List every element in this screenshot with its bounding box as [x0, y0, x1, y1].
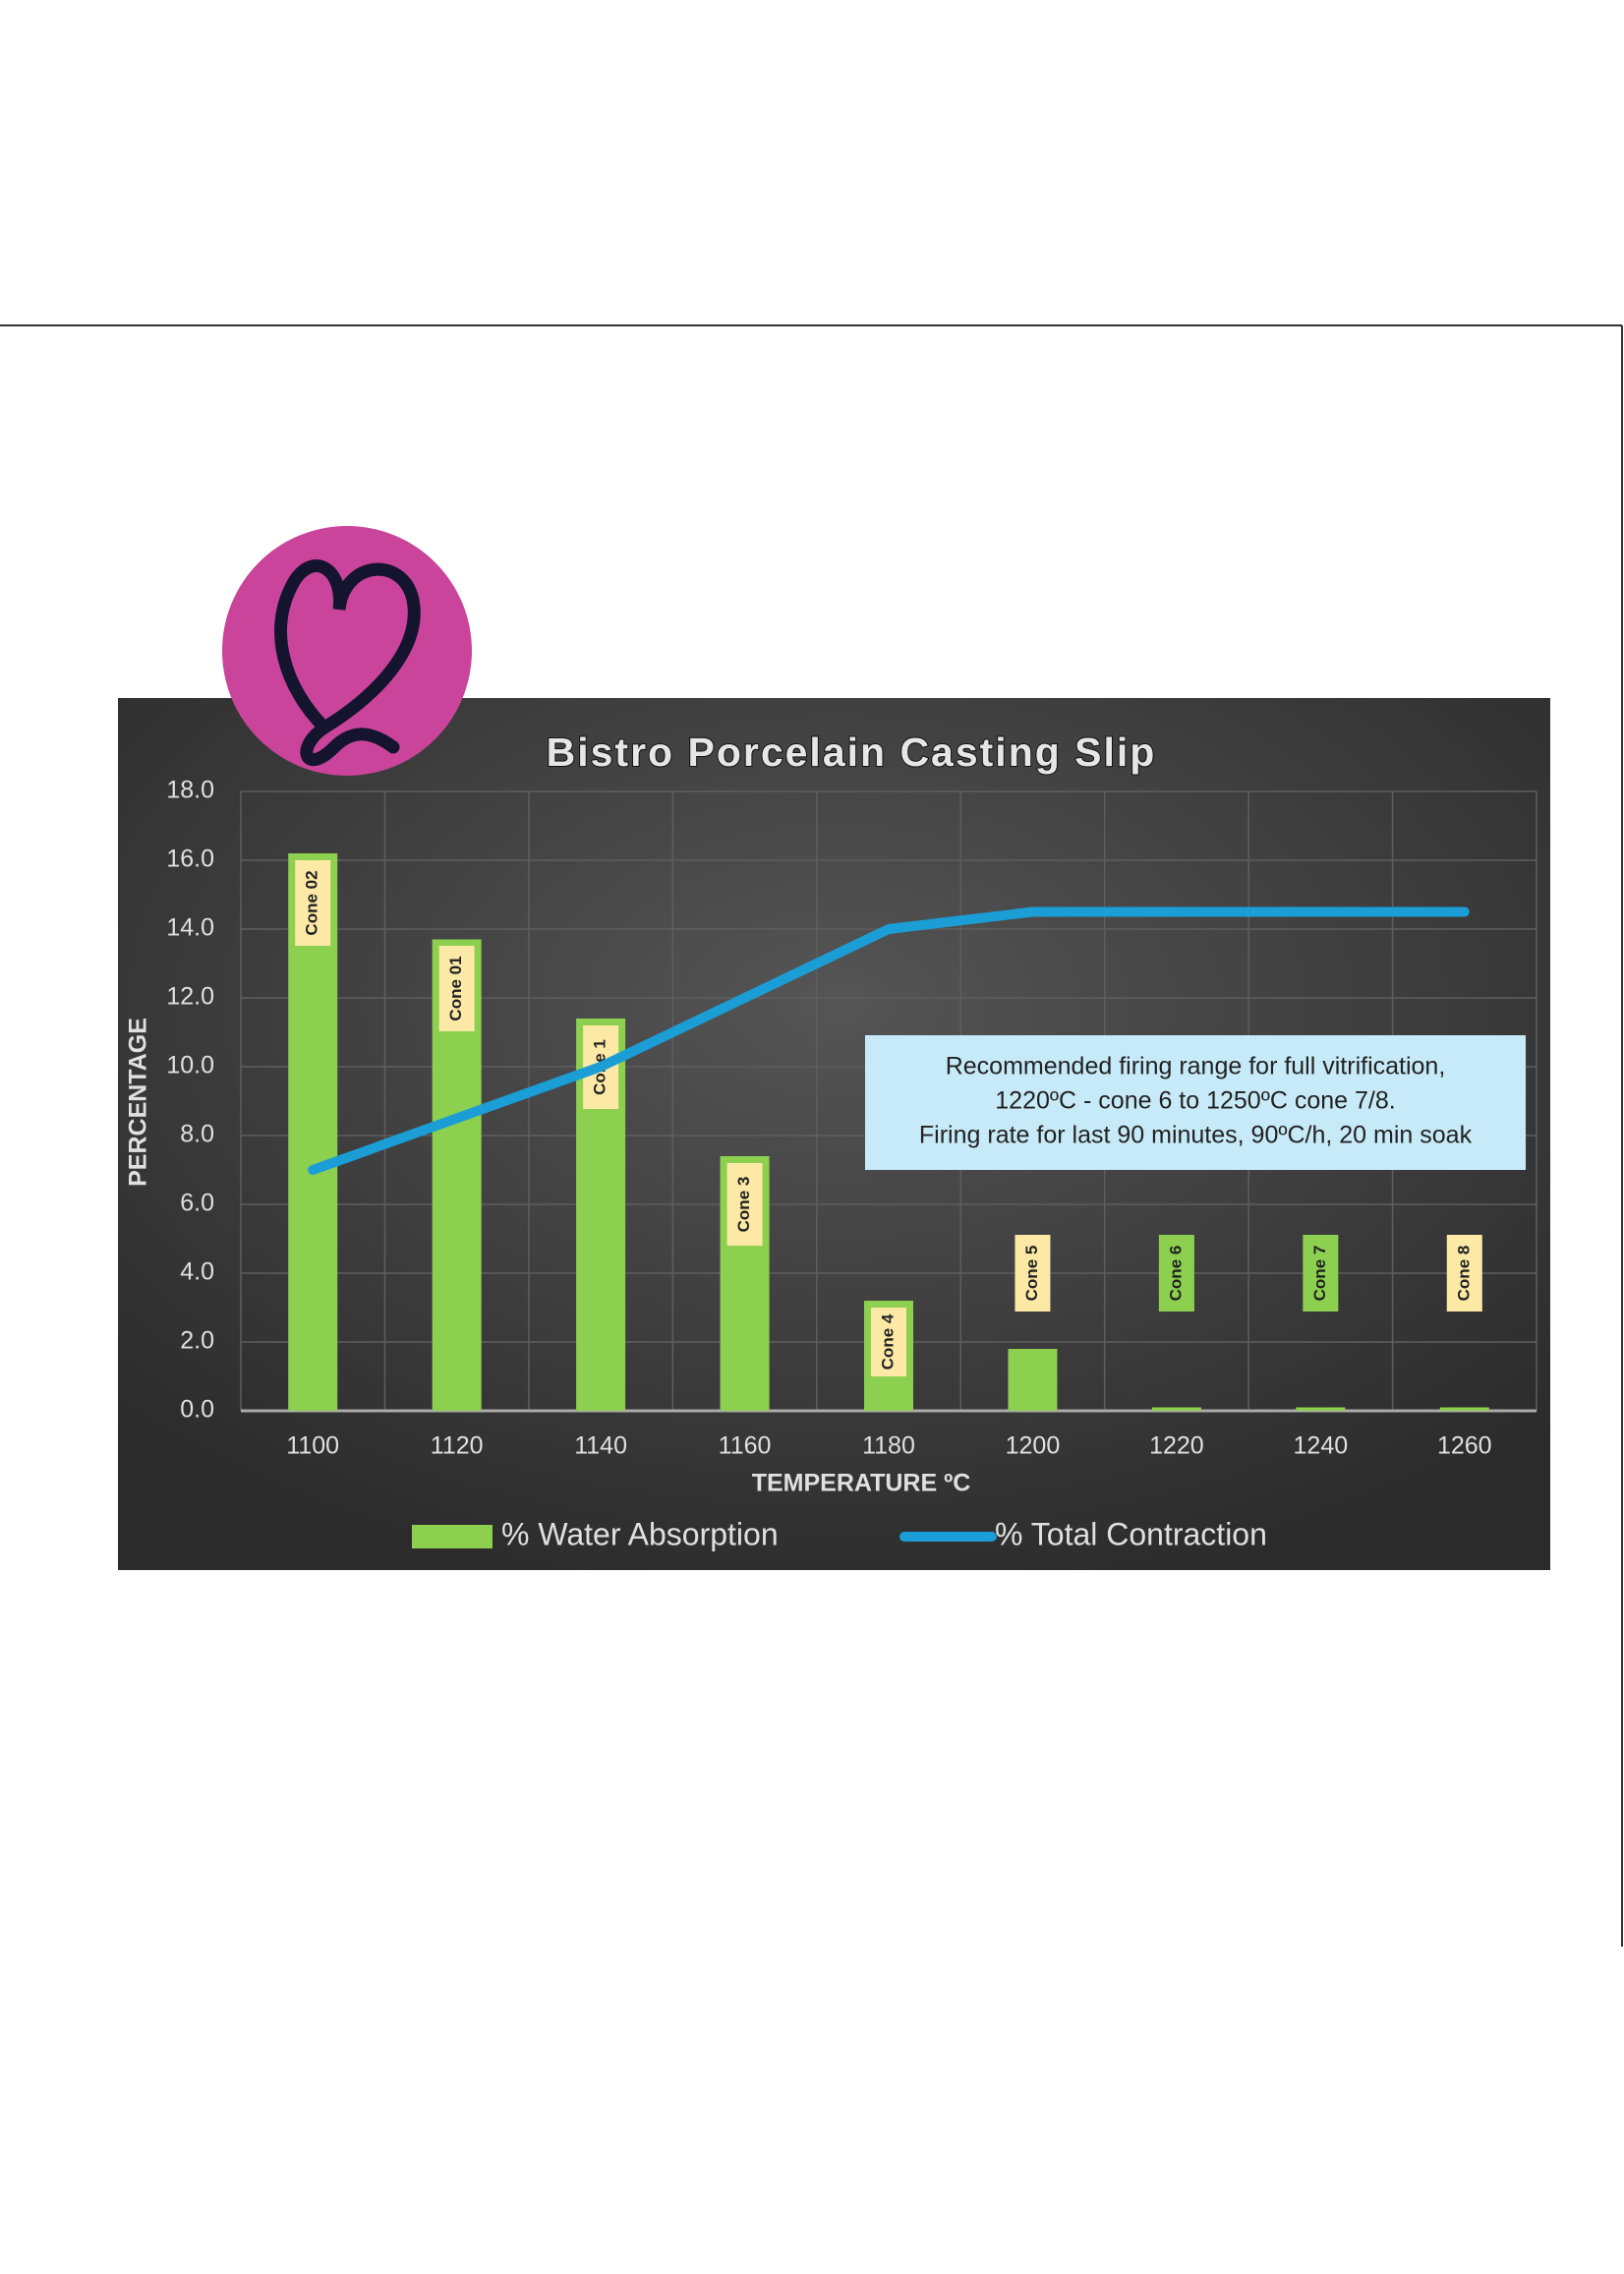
- x-tick-label: 1160: [719, 1432, 772, 1460]
- cone-label: Cone 7: [1310, 1246, 1329, 1302]
- logo: [222, 526, 472, 776]
- cone-label-box: [295, 860, 331, 946]
- cone-label: Cone 4: [878, 1313, 897, 1370]
- chart-title: Bistro Porcelain Casting Slip: [547, 729, 1157, 775]
- y-tick-label: 6.0: [180, 1190, 214, 1217]
- y-tick-label: 2.0: [180, 1327, 214, 1355]
- x-tick-label: 1240: [1294, 1432, 1349, 1460]
- cone-label: Cone 3: [734, 1177, 753, 1233]
- bar: [1151, 1407, 1201, 1411]
- x-tick-label: 1200: [1006, 1432, 1061, 1460]
- x-axis-title: TEMPERATURE ºC: [752, 1470, 971, 1497]
- x-tick-label: 1180: [862, 1432, 915, 1460]
- y-tick-label: 16.0: [166, 845, 214, 873]
- x-tick-label: 1260: [1437, 1432, 1492, 1460]
- cone-label: Cone 01: [446, 956, 465, 1020]
- y-tick-label: 18.0: [166, 777, 214, 804]
- cone-label: Cone 5: [1022, 1246, 1041, 1302]
- y-tick-label: 8.0: [180, 1121, 214, 1148]
- y-tick-label: 10.0: [166, 1052, 214, 1079]
- note-box: [865, 1035, 1526, 1170]
- cone-label-box: [1446, 1235, 1482, 1312]
- line: [308, 906, 1470, 1175]
- legend-label: % Water Absorption: [501, 1516, 779, 1551]
- note-text: Recommended firing range for full vitrif…: [946, 1053, 1446, 1080]
- y-tick-label: 4.0: [180, 1258, 214, 1286]
- bar: [1296, 1407, 1346, 1411]
- x-tick-label: 1100: [286, 1432, 339, 1460]
- cone-label: Cone 02: [303, 870, 321, 935]
- note-text: Firing rate for last 90 minutes, 90ºC/h,…: [919, 1122, 1473, 1149]
- cone-label-box: [871, 1308, 906, 1376]
- legend-label: % Total Contraction: [995, 1516, 1267, 1551]
- cone-label-box: [726, 1163, 763, 1246]
- y-tick-label: 14.0: [166, 914, 214, 942]
- bar: [1008, 1349, 1058, 1411]
- x-tick-label: 1220: [1149, 1432, 1204, 1460]
- cone-label-box: [1158, 1235, 1194, 1312]
- legend-swatch: [412, 1525, 493, 1548]
- y-tick-label: 0.0: [180, 1396, 214, 1424]
- cone-label: Cone 8: [1454, 1246, 1473, 1302]
- cone-label: Cone 6: [1166, 1246, 1185, 1302]
- x-tick-label: 1140: [574, 1432, 627, 1460]
- bar: [288, 853, 338, 1411]
- cone-label-box: [1303, 1235, 1339, 1312]
- cone-label-box: [438, 946, 475, 1031]
- y-tick-label: 12.0: [166, 983, 214, 1011]
- x-tick-label: 1120: [431, 1432, 484, 1460]
- y-axis-title: PERCENTAGE: [125, 1018, 152, 1187]
- cone-label-box: [1015, 1235, 1051, 1312]
- logo-heart: [274, 559, 421, 767]
- note-text: 1220ºC - cone 6 to 1250ºC cone 7/8.: [995, 1087, 1395, 1115]
- bar: [1439, 1407, 1489, 1411]
